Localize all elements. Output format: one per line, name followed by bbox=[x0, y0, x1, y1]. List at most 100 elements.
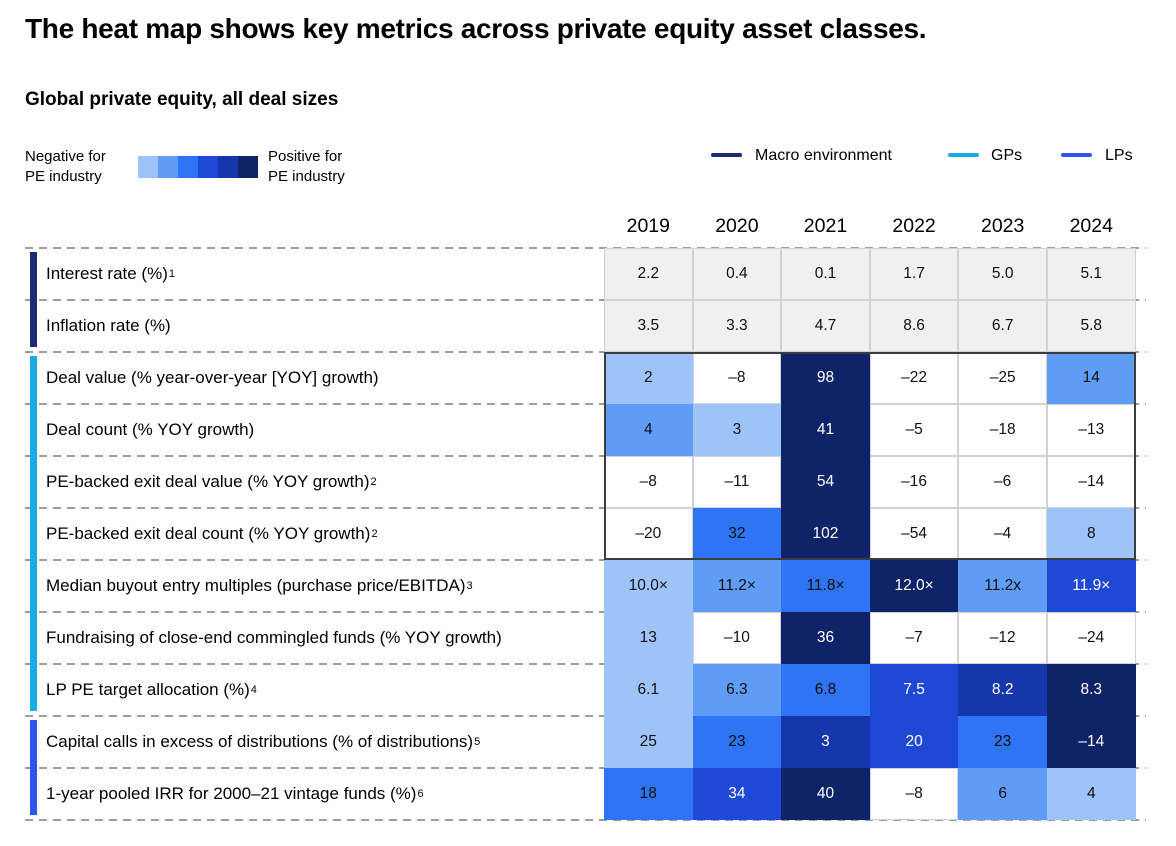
color-scale-swatches bbox=[138, 156, 258, 178]
heatmap-cell: 32 bbox=[692, 507, 782, 560]
group-bar-macro bbox=[30, 252, 37, 347]
row-label: 1-year pooled IRR for 2000–21 vintage fu… bbox=[46, 783, 424, 803]
heatmap-cell: 23 bbox=[958, 715, 1047, 768]
heatmap-cell: 98 bbox=[781, 351, 870, 404]
heatmap-cell: 20 bbox=[869, 715, 959, 768]
heatmap-cell: 25 bbox=[604, 715, 693, 768]
color-scale-swatch-1 bbox=[138, 156, 158, 178]
heatmap-cell: 34 bbox=[692, 767, 782, 820]
heatmap-cell: 2 bbox=[604, 351, 693, 404]
heatmap-cell: –18 bbox=[958, 403, 1047, 456]
heatmap-cell: 54 bbox=[781, 455, 870, 508]
heatmap-cell: 3 bbox=[692, 403, 782, 456]
heatmap-cell: 8.2 bbox=[958, 663, 1047, 716]
row-separator-line bbox=[25, 454, 1146, 457]
heatmap-cell: 8.3 bbox=[1046, 663, 1136, 716]
heatmap-cell: 8.6 bbox=[869, 299, 959, 352]
row-separator-line bbox=[25, 298, 1146, 301]
heatmap-cell: –4 bbox=[958, 507, 1047, 560]
scale-legend-positive-line1: Positive for bbox=[268, 148, 343, 165]
row-separator-line bbox=[25, 506, 1146, 509]
heatmap-cell: –11 bbox=[692, 455, 782, 508]
heatmap-cell: 6.8 bbox=[781, 663, 870, 716]
row-separator-line bbox=[25, 662, 1146, 665]
row-label: PE-backed exit deal value (% YOY growth)… bbox=[46, 471, 377, 491]
heatmap-grid: 2.2 0.4 0.1 1.7 5.0 5.1 3.5 3.3 4.7 8.6 6.7 5.8 2 –8 9… bbox=[604, 247, 1136, 820]
heatmap-cell: 7.5 bbox=[869, 663, 959, 716]
heatmap-cell: 10.0× bbox=[604, 559, 693, 612]
legend-label-macro: Macro environment bbox=[755, 147, 892, 164]
row-label: Inflation rate (%) bbox=[46, 315, 171, 335]
scale-legend-negative-line1: Negative for bbox=[25, 148, 106, 165]
heatmap-cell: –25 bbox=[958, 351, 1047, 404]
group-bar-lps bbox=[30, 720, 37, 815]
chart-subtitle: Global private equity, all deal sizes bbox=[25, 89, 339, 110]
heatmap-cell: –8 bbox=[604, 455, 693, 508]
group-bar-gps bbox=[30, 356, 37, 711]
heatmap-cell: 0.4 bbox=[692, 247, 782, 300]
legend-line-lps-icon bbox=[1061, 153, 1092, 157]
heatmap-cell: 5.0 bbox=[958, 247, 1047, 300]
heatmap-cell: 4 bbox=[604, 403, 693, 456]
heatmap-cell: –20 bbox=[604, 507, 693, 560]
row-label: Deal value (% year-over-year [YOY] growt… bbox=[46, 367, 379, 387]
row-label: Interest rate (%) 1 bbox=[46, 263, 175, 283]
color-scale-swatch-5 bbox=[218, 156, 238, 178]
row-separator-line bbox=[25, 558, 1146, 561]
heatmap-cell: –22 bbox=[869, 351, 959, 404]
color-scale-swatch-2 bbox=[158, 156, 178, 178]
heatmap-cell: 102 bbox=[781, 507, 870, 560]
heatmap-cell: 1.7 bbox=[869, 247, 959, 300]
legend-label-gps: GPs bbox=[991, 147, 1023, 164]
row-label: Median buyout entry multiples (purchase … bbox=[46, 575, 473, 595]
heatmap-cell: –16 bbox=[869, 455, 959, 508]
row-separator-line bbox=[25, 818, 1146, 821]
heatmap-cell: 3.5 bbox=[604, 299, 693, 352]
heatmap-cell: –7 bbox=[869, 611, 959, 664]
heatmap-cell: 41 bbox=[781, 403, 870, 456]
row-label: Capital calls in excess of distributions… bbox=[46, 731, 481, 751]
color-scale-swatch-6 bbox=[238, 156, 258, 178]
heatmap-cell: –54 bbox=[869, 507, 959, 560]
heatmap-cell: –12 bbox=[958, 611, 1047, 664]
year-header: 2020 bbox=[715, 215, 759, 237]
heatmap-cell: –10 bbox=[692, 611, 782, 664]
legend-line-gps-icon bbox=[948, 153, 979, 157]
heatmap-cell: 11.8× bbox=[781, 559, 870, 612]
heatmap-cell: 23 bbox=[692, 715, 782, 768]
row-separator-line bbox=[25, 610, 1146, 613]
scale-legend-positive-label: Positive for PE industry bbox=[268, 147, 345, 187]
scale-legend-negative-label: Negative for PE industry bbox=[25, 147, 106, 187]
color-scale-swatch-3 bbox=[178, 156, 198, 178]
row-label: PE-backed exit deal count (% YOY growth)… bbox=[46, 523, 378, 543]
heatmap-cell: –13 bbox=[1046, 403, 1136, 456]
row-separator-line bbox=[25, 246, 1146, 249]
heatmap-cell: 12.0× bbox=[869, 559, 959, 612]
heatmap-cell: 3 bbox=[781, 715, 870, 768]
heatmap-cell: –6 bbox=[958, 455, 1047, 508]
heatmap-cell: 4 bbox=[1046, 767, 1136, 820]
heatmap-cell: 36 bbox=[781, 611, 870, 664]
heatmap-cell: 11.2× bbox=[692, 559, 782, 612]
row-label: LP PE target allocation (%) 4 bbox=[46, 679, 257, 699]
heatmap-cell: –24 bbox=[1046, 611, 1136, 664]
row-label: Deal count (% YOY growth) bbox=[46, 419, 255, 439]
heatmap-cell: 6 bbox=[958, 767, 1047, 820]
row-separator-line bbox=[25, 714, 1146, 717]
year-header: 2021 bbox=[803, 215, 848, 237]
heatmap-cell: 14 bbox=[1046, 351, 1136, 404]
heatmap-cell: –14 bbox=[1046, 455, 1136, 508]
row-separator-line bbox=[25, 766, 1146, 769]
heatmap-cell: –5 bbox=[869, 403, 959, 456]
heatmap-cell: –8 bbox=[692, 351, 782, 404]
heatmap-cell: 11.9× bbox=[1046, 559, 1136, 612]
year-header: 2019 bbox=[626, 215, 670, 237]
heatmap-cell: 0.1 bbox=[781, 247, 870, 300]
year-header: 2024 bbox=[1069, 215, 1113, 237]
heatmap-cell: 3.3 bbox=[692, 299, 782, 352]
heatmap-cell: 5.1 bbox=[1046, 247, 1136, 300]
year-headers: 2019 2020 2021 2022 2023 2024 bbox=[604, 215, 1136, 238]
scale-legend-negative-line2: PE industry bbox=[25, 168, 102, 185]
scale-legend-positive-line2: PE industry bbox=[268, 168, 345, 185]
heatmap-cell: 6.1 bbox=[604, 663, 693, 716]
